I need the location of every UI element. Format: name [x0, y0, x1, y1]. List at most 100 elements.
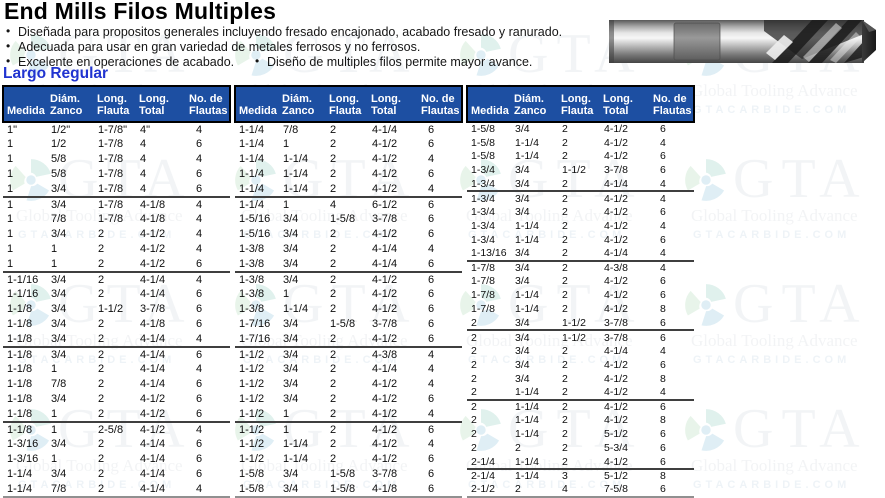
- table-cell: 4: [562, 483, 568, 496]
- table-cell: 4-3/8: [604, 262, 628, 275]
- section-label: Largo Regular: [3, 65, 109, 82]
- table-cell: 2: [471, 401, 477, 413]
- feature-list: • Diseñada para propositos generales incl…: [6, 24, 666, 70]
- table-row: 1-3/4 3/4 2 4-1/2 6: [467, 205, 694, 219]
- table-cell: 1: [283, 198, 290, 211]
- header-row: Medida Diám. Zanco Long. Flauta Long. Total…: [466, 85, 695, 123]
- table-cell: 4: [196, 153, 203, 165]
- table-cell: 6: [186, 407, 230, 423]
- tables-container: Medida Diám. Zanco Long. Flauta Long. Total…: [2, 85, 695, 498]
- table-cell: 3/4: [51, 393, 67, 405]
- table-cell: 3/4: [283, 243, 299, 255]
- table-cell: 3/4: [51, 273, 67, 286]
- table-cell: 2: [326, 182, 368, 198]
- table-cell: 6: [428, 198, 435, 211]
- table-row: 1 1 2 4-1/2 6: [3, 257, 230, 273]
- watermark-gta-text: GTA: [733, 148, 868, 210]
- watermark-site: GTACARBIDE.COM: [693, 104, 851, 117]
- table-cell: 4-1/4: [140, 468, 166, 480]
- table-cell: 3/4: [511, 316, 558, 332]
- table-cell: 3/4: [51, 288, 67, 300]
- table-row: 1-1/2 3/4 2 4-1/2 6: [235, 392, 462, 407]
- table-cell: 3-7/8: [372, 213, 398, 225]
- table-row: 1-1/4 1-1/4 2 4-1/2 4: [235, 182, 462, 198]
- table-cell: 6: [428, 453, 435, 465]
- table-cell: 4-1/2: [604, 219, 628, 232]
- table-cell: 6: [196, 438, 203, 450]
- table-cell: 1-1/4: [515, 401, 539, 413]
- table-cell: 4-1/2: [604, 206, 628, 219]
- table-cell: 2: [562, 275, 568, 288]
- table-cell: 1-7/8: [94, 182, 136, 198]
- table-cell: 1-1/2: [239, 453, 265, 465]
- table-cell: 1-1/4: [239, 168, 265, 180]
- table-cell: 1-1/8: [7, 363, 33, 375]
- table-cell: 3/4: [515, 192, 530, 205]
- table-cell: 2: [94, 332, 136, 348]
- watermark-tagline: Global Tooling Advance: [691, 206, 858, 226]
- table-cell: 3/4: [511, 247, 558, 262]
- table-cell: 2: [98, 288, 105, 300]
- table-cell: 3-7/8: [604, 164, 628, 177]
- table-cell: 2-1/2: [471, 483, 495, 496]
- table-cell: 1-1/2: [239, 423, 265, 436]
- table-cell: 3/4: [283, 378, 299, 390]
- table-cell: 3/4: [283, 363, 299, 375]
- column-header: Medida: [466, 85, 511, 123]
- table-cell: 1-5/8: [239, 482, 265, 495]
- table-cell: 1-1/4: [239, 153, 265, 165]
- table-cell: 1-1/4: [515, 289, 539, 302]
- table-cell: 2: [330, 438, 337, 450]
- table-cell: 4-1/2: [372, 423, 398, 436]
- table-cell: 1-1/4: [283, 303, 309, 315]
- table-cell: 2: [330, 153, 337, 165]
- table-cell: 4-1/2: [372, 378, 398, 390]
- table-cell: 6: [660, 442, 666, 455]
- table-cell: 4: [428, 243, 435, 255]
- table-cell: 1-5/8: [471, 150, 495, 163]
- table-cell: 6: [660, 206, 666, 219]
- table-row: 1-3/4 1-1/4 2 4-1/2 4: [467, 219, 694, 233]
- table-cell: 1-1/2: [98, 303, 124, 315]
- watermark-site: GTACARBIDE.COM: [693, 354, 851, 367]
- table-cell: 2: [558, 385, 600, 401]
- table-row: 1-7/16 3/4 1-5/8 3-7/8 6: [235, 317, 462, 332]
- table-cell: 6: [428, 393, 435, 405]
- table-cell: 4: [140, 138, 147, 150]
- table-cell: 3/4: [515, 262, 530, 275]
- table-cell: 6: [650, 455, 694, 471]
- table-cell: 1-5/8: [471, 123, 495, 136]
- table-cell: 2: [562, 414, 568, 427]
- table-cell: 2: [558, 177, 600, 193]
- table-cell: 2: [562, 344, 568, 357]
- table-cell: 4-1/4: [600, 247, 650, 262]
- table-cell: 6: [660, 289, 666, 302]
- table-cell: 4-1/4: [140, 378, 166, 390]
- table-cell: 2: [471, 331, 477, 344]
- table-cell: 1-3/4: [471, 164, 495, 177]
- table-cell: 5/8: [51, 153, 67, 165]
- table-cell: 6: [660, 233, 666, 246]
- table-row: 1 3/4 1-7/8 4 6: [3, 182, 230, 198]
- table-cell: 1-1/2: [239, 438, 265, 450]
- table-cell: 4-1/4: [372, 123, 398, 136]
- table-cell: 3/4: [515, 358, 530, 371]
- table-row: 2 1-1/4 2 5-1/2 6: [467, 428, 694, 442]
- watermark-tagline: Global Tooling Advance: [691, 456, 858, 476]
- table-cell: 1: [51, 363, 58, 375]
- table-cell: 2: [562, 358, 568, 371]
- table-cell: 1-1/8: [7, 423, 33, 436]
- table-cell: 4-1/4: [600, 177, 650, 193]
- table-cell: 2: [558, 455, 600, 471]
- bullet-icon: •: [6, 54, 11, 68]
- table-row: 1-3/8 1-1/4 2 4-1/2 6: [235, 302, 462, 317]
- table-cell: 2: [330, 168, 337, 180]
- table-cell: 2: [562, 123, 568, 136]
- spec-table: Medida Diám. Zanco Long. Flauta Long. Total…: [2, 85, 231, 498]
- table-cell: 6: [660, 358, 666, 371]
- table-cell: 1-3/4: [471, 192, 495, 205]
- table-cell: 2: [94, 407, 136, 423]
- table-cell: 1-7/16: [239, 318, 271, 330]
- table-cell: 2: [471, 372, 477, 385]
